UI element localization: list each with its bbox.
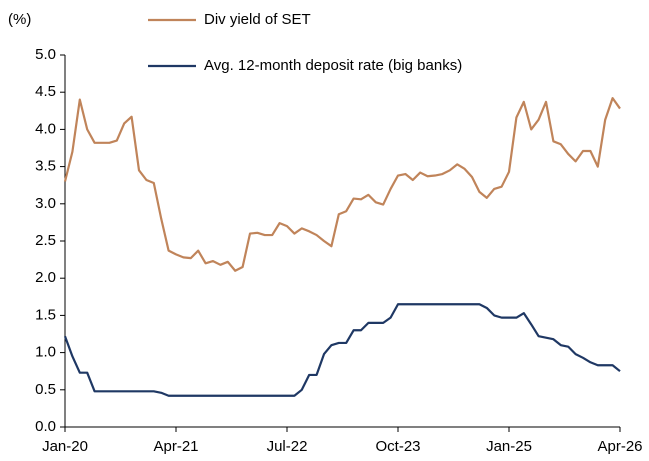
x-tick-label: Jul-22 [267,438,308,455]
y-tick-label: 5.0 [35,46,56,63]
y-tick-label: 1.0 [35,344,56,361]
y-axis-label: (%) [8,11,31,28]
x-tick-label: Oct-23 [375,438,420,455]
y-tick-label: 4.5 [35,83,56,100]
y-tick-label: 3.0 [35,195,56,212]
x-tick-label: Apr-21 [153,438,198,455]
x-tick-label: Apr-26 [597,438,642,455]
y-tick-label: 3.5 [35,158,56,175]
x-tick-label: Jan-20 [42,438,88,455]
legend-label: Avg. 12-month deposit rate (big banks) [204,57,462,74]
y-tick-label: 0.0 [35,418,56,435]
legend-label: Div yield of SET [204,11,311,28]
y-tick-label: 4.0 [35,120,56,137]
y-tick-label: 2.5 [35,232,56,249]
series-line [63,303,621,397]
y-tick-label: 0.5 [35,381,56,398]
x-tick-label: Jan-25 [486,438,532,455]
y-tick-label: 2.0 [35,269,56,286]
y-tick-label: 1.5 [35,306,56,323]
series-line [63,97,621,272]
